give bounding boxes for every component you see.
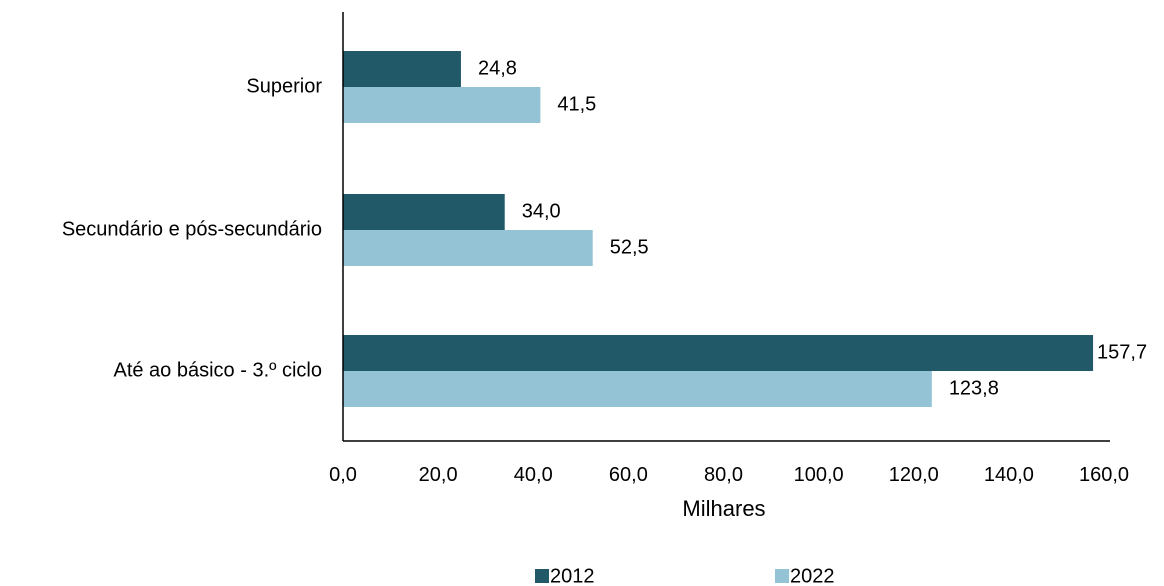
bar-2022	[343, 87, 541, 123]
bar-2012	[343, 51, 461, 87]
category-label: Superior	[246, 75, 322, 97]
x-tick-label: 20,0	[419, 464, 458, 486]
category-labels: Superior Secundário e pós-secundário Até a…	[62, 75, 322, 381]
bar-2022	[343, 371, 932, 407]
bar-2012	[343, 194, 505, 230]
category-label: Até ao básico - 3.º ciclo	[113, 359, 322, 381]
legend: 2012 2022	[535, 565, 835, 586]
x-axis-title: Milhares	[682, 496, 765, 521]
legend-label: 2012	[550, 565, 595, 586]
data-label: 52,5	[610, 236, 649, 258]
x-tick-label: 0,0	[329, 464, 357, 486]
x-tick-label: 60,0	[609, 464, 648, 486]
data-labels-layer: 24,8 41,5 34,0 52,5 157,7 123,8	[478, 57, 1147, 399]
data-label: 123,8	[949, 377, 999, 399]
legend-label: 2022	[790, 565, 835, 586]
x-tick-label: 120,0	[889, 464, 939, 486]
bar-2022	[343, 230, 593, 266]
x-tick-label: 160,0	[1079, 464, 1129, 486]
legend-swatch-2012	[535, 569, 549, 583]
data-label: 34,0	[522, 200, 561, 222]
x-tick-label: 140,0	[984, 464, 1034, 486]
x-axis-ticks: 0,0 20,0 40,0 60,0 80,0 100,0 120,0 140,0 160,0	[329, 464, 1129, 486]
bar-2012	[343, 335, 1094, 371]
legend-swatch-2022	[775, 569, 789, 583]
data-label: 157,7	[1097, 341, 1147, 363]
bars-layer	[343, 51, 1094, 407]
x-tick-label: 100,0	[794, 464, 844, 486]
data-label: 24,8	[478, 57, 517, 79]
x-tick-label: 80,0	[704, 464, 743, 486]
data-label: 41,5	[557, 93, 596, 115]
category-label: Secundário e pós-secundário	[62, 218, 322, 240]
x-tick-label: 40,0	[514, 464, 553, 486]
